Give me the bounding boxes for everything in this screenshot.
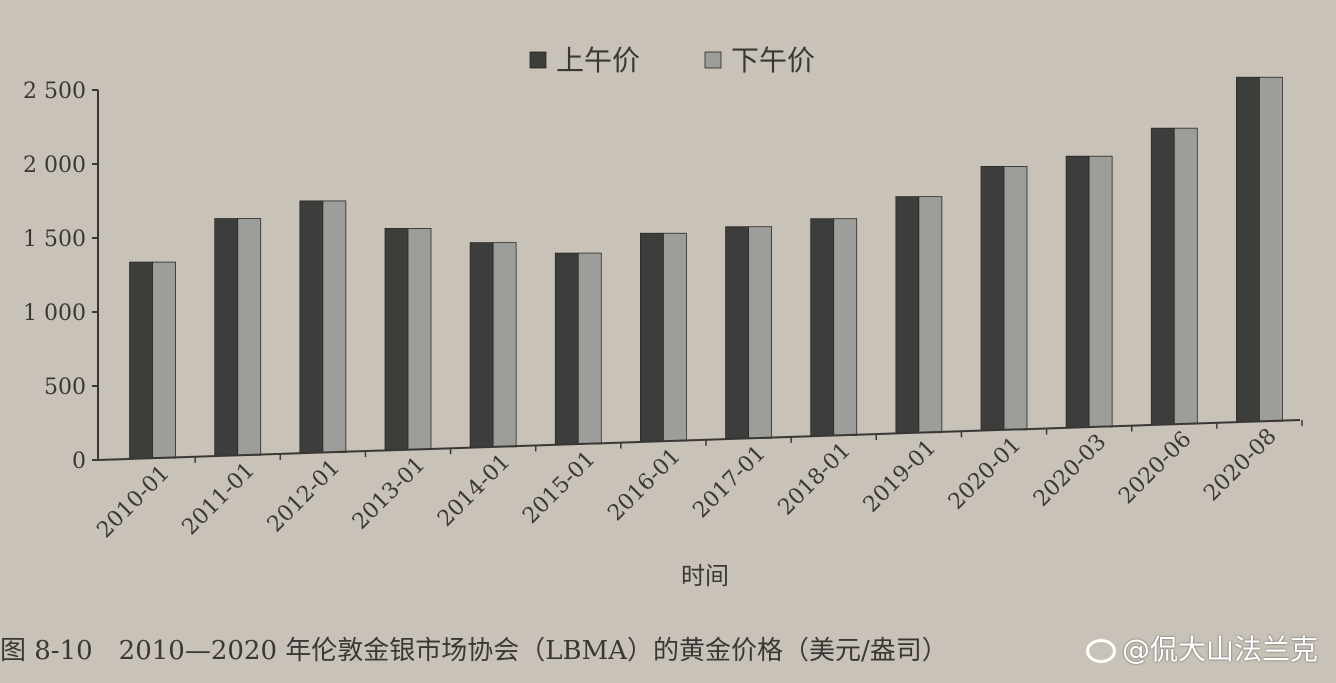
x-tick-label: 2020-01 bbox=[944, 432, 1026, 514]
watermark: @侃大山法兰克 bbox=[1085, 628, 1318, 668]
y-tick-label: 500 bbox=[44, 375, 86, 400]
bar-am bbox=[554, 252, 579, 445]
bar-am bbox=[640, 232, 664, 442]
weibo-icon bbox=[1085, 639, 1116, 663]
bar-pm bbox=[577, 252, 602, 445]
watermark-text: @侃大山法兰克 bbox=[1121, 633, 1318, 666]
bar-am bbox=[384, 228, 409, 451]
bar-am bbox=[725, 226, 749, 439]
legend-label: 上午价 bbox=[556, 44, 640, 77]
bar-am bbox=[810, 218, 835, 436]
legend-swatch bbox=[704, 51, 722, 69]
bar-pm bbox=[1173, 127, 1198, 425]
y-tick-label: 1 500 bbox=[23, 227, 86, 252]
bars-group bbox=[129, 76, 1283, 459]
chart-legend: 上午价 下午价 bbox=[529, 44, 815, 77]
bar-am bbox=[214, 218, 239, 456]
bar-pm bbox=[492, 242, 517, 448]
bar-am bbox=[1236, 76, 1260, 422]
x-tick-label: 2020-08 bbox=[1199, 424, 1281, 506]
bar-pm bbox=[237, 218, 262, 456]
bar-am bbox=[1065, 155, 1090, 428]
y-tick-label: 0 bbox=[72, 449, 86, 474]
figure-caption: 图 8-10 2010—2020 年伦敦金银市场协会（LBMA）的黄金价格（美元… bbox=[0, 636, 948, 666]
x-tick-label: 2015-01 bbox=[518, 447, 600, 529]
bar-pm bbox=[1088, 155, 1113, 428]
x-tick-label: 2013-01 bbox=[348, 452, 430, 534]
x-tick-label: 2010-01 bbox=[92, 461, 174, 543]
legend-swatch bbox=[529, 51, 547, 69]
x-tick-label: 2014-01 bbox=[433, 449, 515, 531]
x-tick-label: 2011-01 bbox=[178, 458, 260, 540]
bar-pm bbox=[322, 200, 347, 453]
x-tick-label: 2018-01 bbox=[774, 438, 856, 520]
bar-pm bbox=[152, 261, 176, 459]
bar-pm bbox=[748, 226, 772, 439]
x-tick-label: 2012-01 bbox=[263, 455, 345, 537]
legend-label: 下午价 bbox=[731, 44, 815, 77]
bar-pm bbox=[663, 232, 687, 442]
x-axis-line bbox=[97, 419, 1301, 461]
x-tick-label: 2017-01 bbox=[688, 441, 770, 523]
bar-pm bbox=[1259, 76, 1283, 422]
bar-am bbox=[129, 261, 153, 459]
x-tick-label: 2020-06 bbox=[1114, 427, 1196, 509]
x-tick-label: 2020-03 bbox=[1029, 430, 1111, 512]
bar-am bbox=[895, 196, 920, 434]
y-tick-label: 2 500 bbox=[23, 79, 86, 104]
bar-pm bbox=[833, 218, 858, 436]
bar-pm bbox=[407, 228, 432, 451]
bar-pm bbox=[1003, 166, 1028, 431]
bar-am bbox=[469, 242, 494, 448]
y-axis: 0 500 1 000 1 500 2 000 2 500 bbox=[23, 79, 99, 474]
x-tick-label: 2019-01 bbox=[859, 435, 941, 517]
bar-pm bbox=[918, 196, 943, 434]
bar-am bbox=[980, 166, 1005, 431]
x-axis: 2010-01 2011-01 2012-01 2013-01 2014-01 2015-… bbox=[92, 419, 1303, 543]
bar-am bbox=[299, 200, 324, 453]
bar-am bbox=[1150, 127, 1175, 425]
y-tick-label: 2 000 bbox=[23, 153, 86, 178]
x-tick-label: 2016-01 bbox=[603, 444, 685, 526]
y-tick-label: 1 000 bbox=[23, 301, 86, 326]
x-axis-label: 时间 bbox=[681, 562, 729, 590]
